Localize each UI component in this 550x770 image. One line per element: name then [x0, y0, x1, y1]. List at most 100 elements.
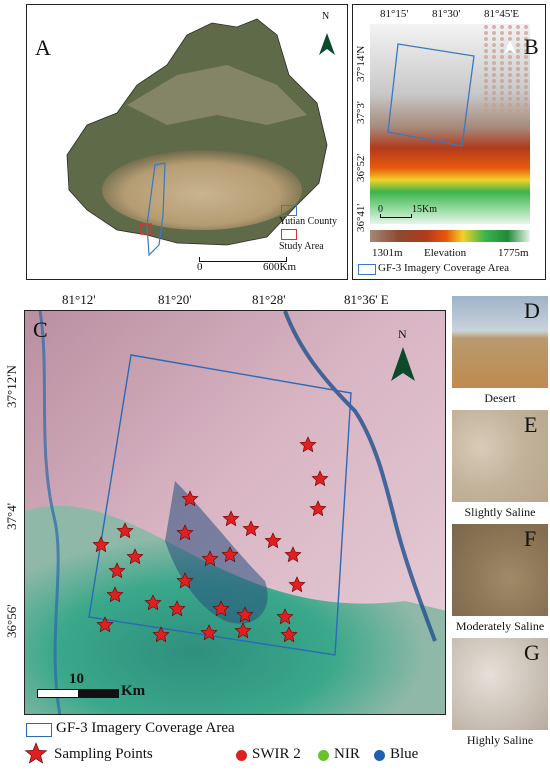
- panel-b-left-tick-2: 37°3': [355, 101, 367, 124]
- legend-yutian-swatch: [281, 205, 297, 216]
- sampling-point: [200, 624, 218, 641]
- photo-label-d: D: [524, 298, 540, 323]
- scale-end-a: 600Km: [263, 261, 296, 273]
- panel-b-label: B: [524, 34, 539, 59]
- sampling-point: [152, 626, 170, 643]
- coverage-area-c: [88, 354, 352, 656]
- sampling-point: [222, 510, 240, 527]
- elevation-label: Elevation: [424, 247, 467, 259]
- swir2-label: SWIR 2: [252, 746, 301, 762]
- elevation-max: 1775m: [498, 247, 529, 259]
- sampling-point: [212, 600, 230, 617]
- sampling-point: [236, 606, 254, 623]
- elevation-colorbar: [370, 230, 530, 242]
- sampling-star-icon: [24, 742, 48, 764]
- river-west: [38, 311, 62, 714]
- nir-dot-icon: [318, 750, 329, 761]
- legend-yutian-label: Yutian County: [279, 216, 338, 227]
- panel-a-map: A N Yutian County Study Area 0 600Km: [26, 4, 348, 280]
- panel-c-top-tick-1: 81°12': [62, 292, 96, 307]
- panel-c-label: C: [33, 317, 48, 342]
- scale-start-b: 0: [378, 204, 383, 215]
- sampling-point: [221, 546, 239, 563]
- sampling-point: [234, 622, 252, 639]
- blue-dot-icon: [374, 750, 385, 761]
- photo-moderately-saline: [452, 524, 548, 616]
- yutian-county-outline: [146, 162, 166, 257]
- photo-caption-slightly-saline: Slightly Saline: [464, 505, 536, 519]
- sampling-point: [299, 436, 317, 453]
- north-label-c: N: [398, 327, 407, 341]
- north-arrow-a: [319, 33, 335, 55]
- sampling-point: [201, 550, 219, 567]
- coverage-legend-swatch-b: [358, 264, 376, 275]
- swir2-dot-icon: [236, 750, 247, 761]
- tarim-basin: [102, 150, 302, 230]
- sampling-point: [168, 600, 186, 617]
- sampling-point: [144, 594, 162, 611]
- nir-label: NIR: [334, 746, 360, 762]
- xinjiang-map: [66, 18, 335, 257]
- panel-c-top-tick-2: 81°20': [158, 292, 192, 307]
- panel-c-left-tick-2: 37°4': [4, 502, 19, 530]
- legend-study-label: Study Area: [279, 241, 324, 252]
- panel-b-top-tick-2: 81°30': [432, 8, 461, 20]
- north-arrow-c: [391, 347, 415, 381]
- sampling-point: [92, 536, 110, 553]
- sampling-point: [181, 490, 199, 507]
- photo-caption-desert: Desert: [484, 391, 516, 405]
- coverage-legend-swatch: [26, 723, 52, 737]
- photo-label-g: G: [524, 640, 540, 665]
- scale-unit-c: Km: [121, 683, 146, 699]
- sampling-point: [309, 500, 327, 517]
- photo-desert: [452, 296, 548, 388]
- panel-b-left-tick-3: 36°52': [355, 153, 367, 182]
- north-arrow-b: [504, 40, 516, 54]
- scale-bar-b: [380, 214, 412, 218]
- coverage-legend-b: GF-3 Imagery Coverage Area: [378, 262, 510, 274]
- sampling-point: [106, 586, 124, 603]
- blue-label: Blue: [390, 746, 419, 762]
- study-area-box: [140, 223, 152, 235]
- sampling-point: [176, 572, 194, 589]
- legend-study-swatch: [281, 229, 297, 240]
- sampling-point: [280, 626, 298, 643]
- panel-b-top-tick-3: 81°45'E: [484, 8, 520, 20]
- scale-bar-c: [37, 689, 119, 698]
- scale-start-a: 0: [197, 261, 203, 273]
- panel-a-label: A: [35, 35, 51, 60]
- sampling-point: [176, 524, 194, 541]
- panel-b-top-tick-1: 81°15': [380, 8, 409, 20]
- mountains-north: [127, 65, 307, 125]
- photo-label-e: E: [524, 412, 538, 437]
- panel-b-left-tick-1: 37°14'N: [355, 45, 367, 82]
- photo-caption-highly-saline: Highly Saline: [466, 733, 534, 747]
- photo-label-f: F: [524, 526, 537, 551]
- panel-c-top-tick-3: 81°28': [252, 292, 286, 307]
- sampling-point: [242, 520, 260, 537]
- photo-highly-saline: [452, 638, 548, 730]
- sampling-point: [284, 546, 302, 563]
- satellite-map: [25, 311, 445, 714]
- photo-caption-moderately-saline: Moderately Saline: [455, 619, 545, 633]
- sampling-point: [288, 576, 306, 593]
- panel-c-left-tick-1: 37°12'N: [4, 365, 19, 408]
- sampling-point: [276, 608, 294, 625]
- sampling-point: [116, 522, 134, 539]
- scale-bar-a: [199, 257, 287, 262]
- sampling-point: [108, 562, 126, 579]
- coverage-legend-label: GF-3 Imagery Coverage Area: [56, 720, 235, 736]
- panel-c-top-tick-4: 81°36' E: [344, 292, 389, 307]
- coverage-area-b: [387, 43, 475, 147]
- sampling-points: [92, 436, 329, 643]
- river-east: [283, 311, 437, 642]
- scale-value-c: 10: [69, 671, 84, 687]
- panel-b-left-tick-4: 36°41': [355, 203, 367, 232]
- north-label-a: N: [322, 11, 330, 22]
- panel-c-left-tick-3: 36°56': [4, 604, 19, 638]
- panel-c-map: C N 10 Km: [24, 310, 446, 715]
- photo-slightly-saline: [452, 410, 548, 502]
- elevation-min: 1301m: [372, 247, 403, 259]
- sampling-point: [96, 616, 114, 633]
- sampling-point: [126, 548, 144, 565]
